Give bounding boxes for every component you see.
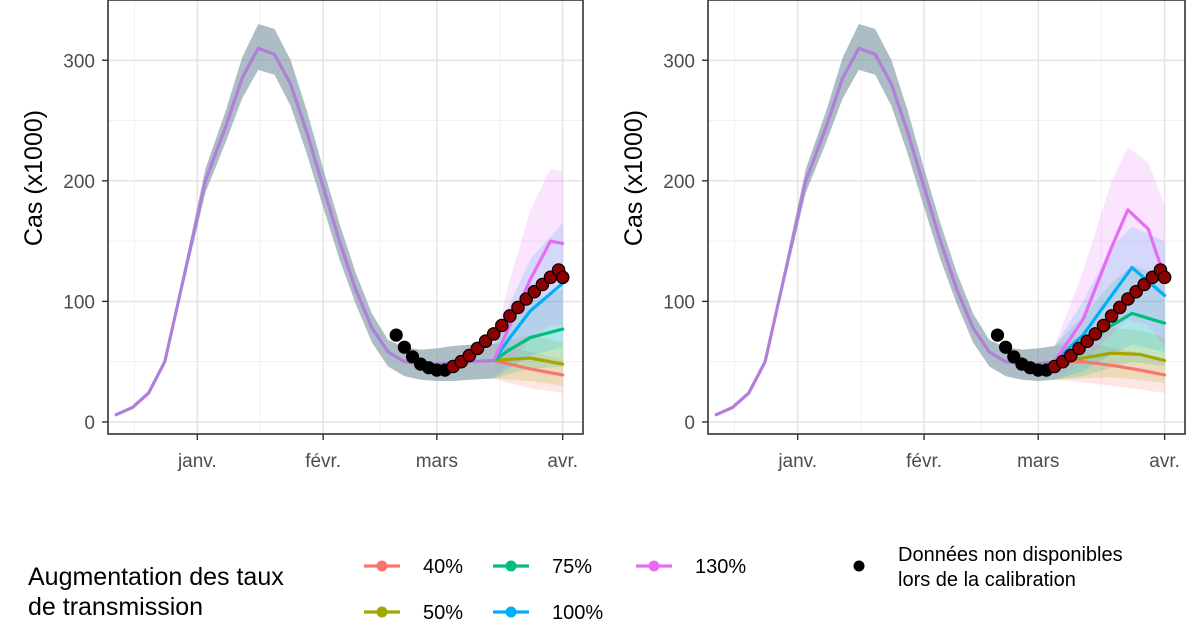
- series-line-100%: [492, 281, 565, 363]
- legend-key-dot-75%: [505, 560, 517, 572]
- y-tick-label: 300: [663, 51, 695, 72]
- y-tick-label: 0: [84, 413, 95, 434]
- observation-point-new: [503, 309, 517, 323]
- observation-point-new: [1104, 309, 1119, 323]
- x-tick-label: mars: [416, 451, 458, 472]
- panel-border: [107, 0, 584, 435]
- legend-label-40%: 40%: [423, 556, 463, 578]
- y-tick-label: 100: [663, 292, 695, 313]
- series-line-130%: [1052, 208, 1167, 364]
- plot-area: [114, 24, 565, 417]
- observation-point: [405, 350, 420, 364]
- legend-label-75%: 75%: [552, 556, 592, 578]
- x-tick-label: janv.: [177, 451, 217, 472]
- series-line-130%: [492, 239, 565, 363]
- grid: [108, 0, 583, 434]
- y-tick-label: 200: [663, 172, 695, 193]
- observation-point: [1007, 350, 1021, 364]
- observation-point: [990, 328, 1005, 342]
- x-tick-label: févr.: [305, 451, 341, 472]
- baseline-line: [714, 46, 1057, 417]
- y-tick-label: 100: [63, 292, 95, 313]
- observation-point-new: [511, 300, 525, 315]
- observations-legend-line-1: Données non disponibles: [898, 544, 1123, 566]
- y-axis-title: Cas (x1000): [20, 110, 48, 246]
- legend-title-line-1: Augmentation des taux: [28, 563, 284, 591]
- series-line-50%: [492, 356, 565, 366]
- legend-title-line-2: de transmission: [28, 593, 203, 621]
- y-tick-label: 300: [63, 51, 95, 72]
- legend-keys: 40% 50% 75% 100% 130%: [364, 556, 746, 624]
- observations-legend-line-2: lors de la calibration: [898, 569, 1076, 591]
- y-tick-label: 200: [63, 172, 95, 193]
- legend-key-dot-40%: [376, 560, 388, 572]
- series-line-75%: [492, 327, 565, 363]
- y-tick-label: 0: [684, 413, 695, 434]
- chart-panel-left: 0 100 200 300 janv. févr. mars avr. Cas (x1000): [20, 0, 584, 472]
- legend: Augmentation des taux de transmission 40…: [28, 544, 1123, 624]
- series-line-100%: [1052, 266, 1167, 364]
- legend-label-50%: 50%: [423, 602, 463, 624]
- legend-key-dot-130%: [648, 560, 660, 572]
- observation-point: [389, 328, 403, 342]
- y-axis-title: Cas (x1000): [620, 110, 648, 246]
- observation-point-new: [1096, 318, 1111, 333]
- observations-legend-dot: [853, 560, 865, 572]
- observation-point-new: [555, 270, 570, 285]
- x-tick-label: avr.: [1149, 451, 1180, 472]
- observation-point-new: [494, 318, 509, 333]
- legend-label-130%: 130%: [695, 556, 746, 578]
- legend-label-100%: 100%: [552, 602, 603, 624]
- observation-point: [998, 340, 1013, 354]
- legend-key-dot-100%: [505, 606, 517, 618]
- observation-points: [389, 263, 570, 377]
- x-tick-label: janv.: [777, 451, 817, 472]
- x-tick-label: avr.: [547, 451, 578, 472]
- series-line-40%: [492, 358, 565, 377]
- legend-key-dot-50%: [376, 606, 388, 618]
- x-tick-label: févr.: [906, 451, 942, 472]
- observation-point: [397, 340, 411, 354]
- panel-border: [707, 0, 1186, 435]
- observation-point-new: [1088, 327, 1103, 341]
- observation-points: [990, 263, 1172, 377]
- observation-point-new: [1113, 300, 1127, 315]
- baseline-ribbon: [116, 24, 494, 415]
- observation-point-new: [486, 327, 501, 341]
- observation-point-new: [1157, 270, 1172, 285]
- ribbon-75%: [493, 289, 563, 379]
- x-tick-label: mars: [1017, 451, 1059, 472]
- chart-panel-right: 0 100 200 300 janv. févr. mars avr. Cas (x1000): [620, 0, 1186, 472]
